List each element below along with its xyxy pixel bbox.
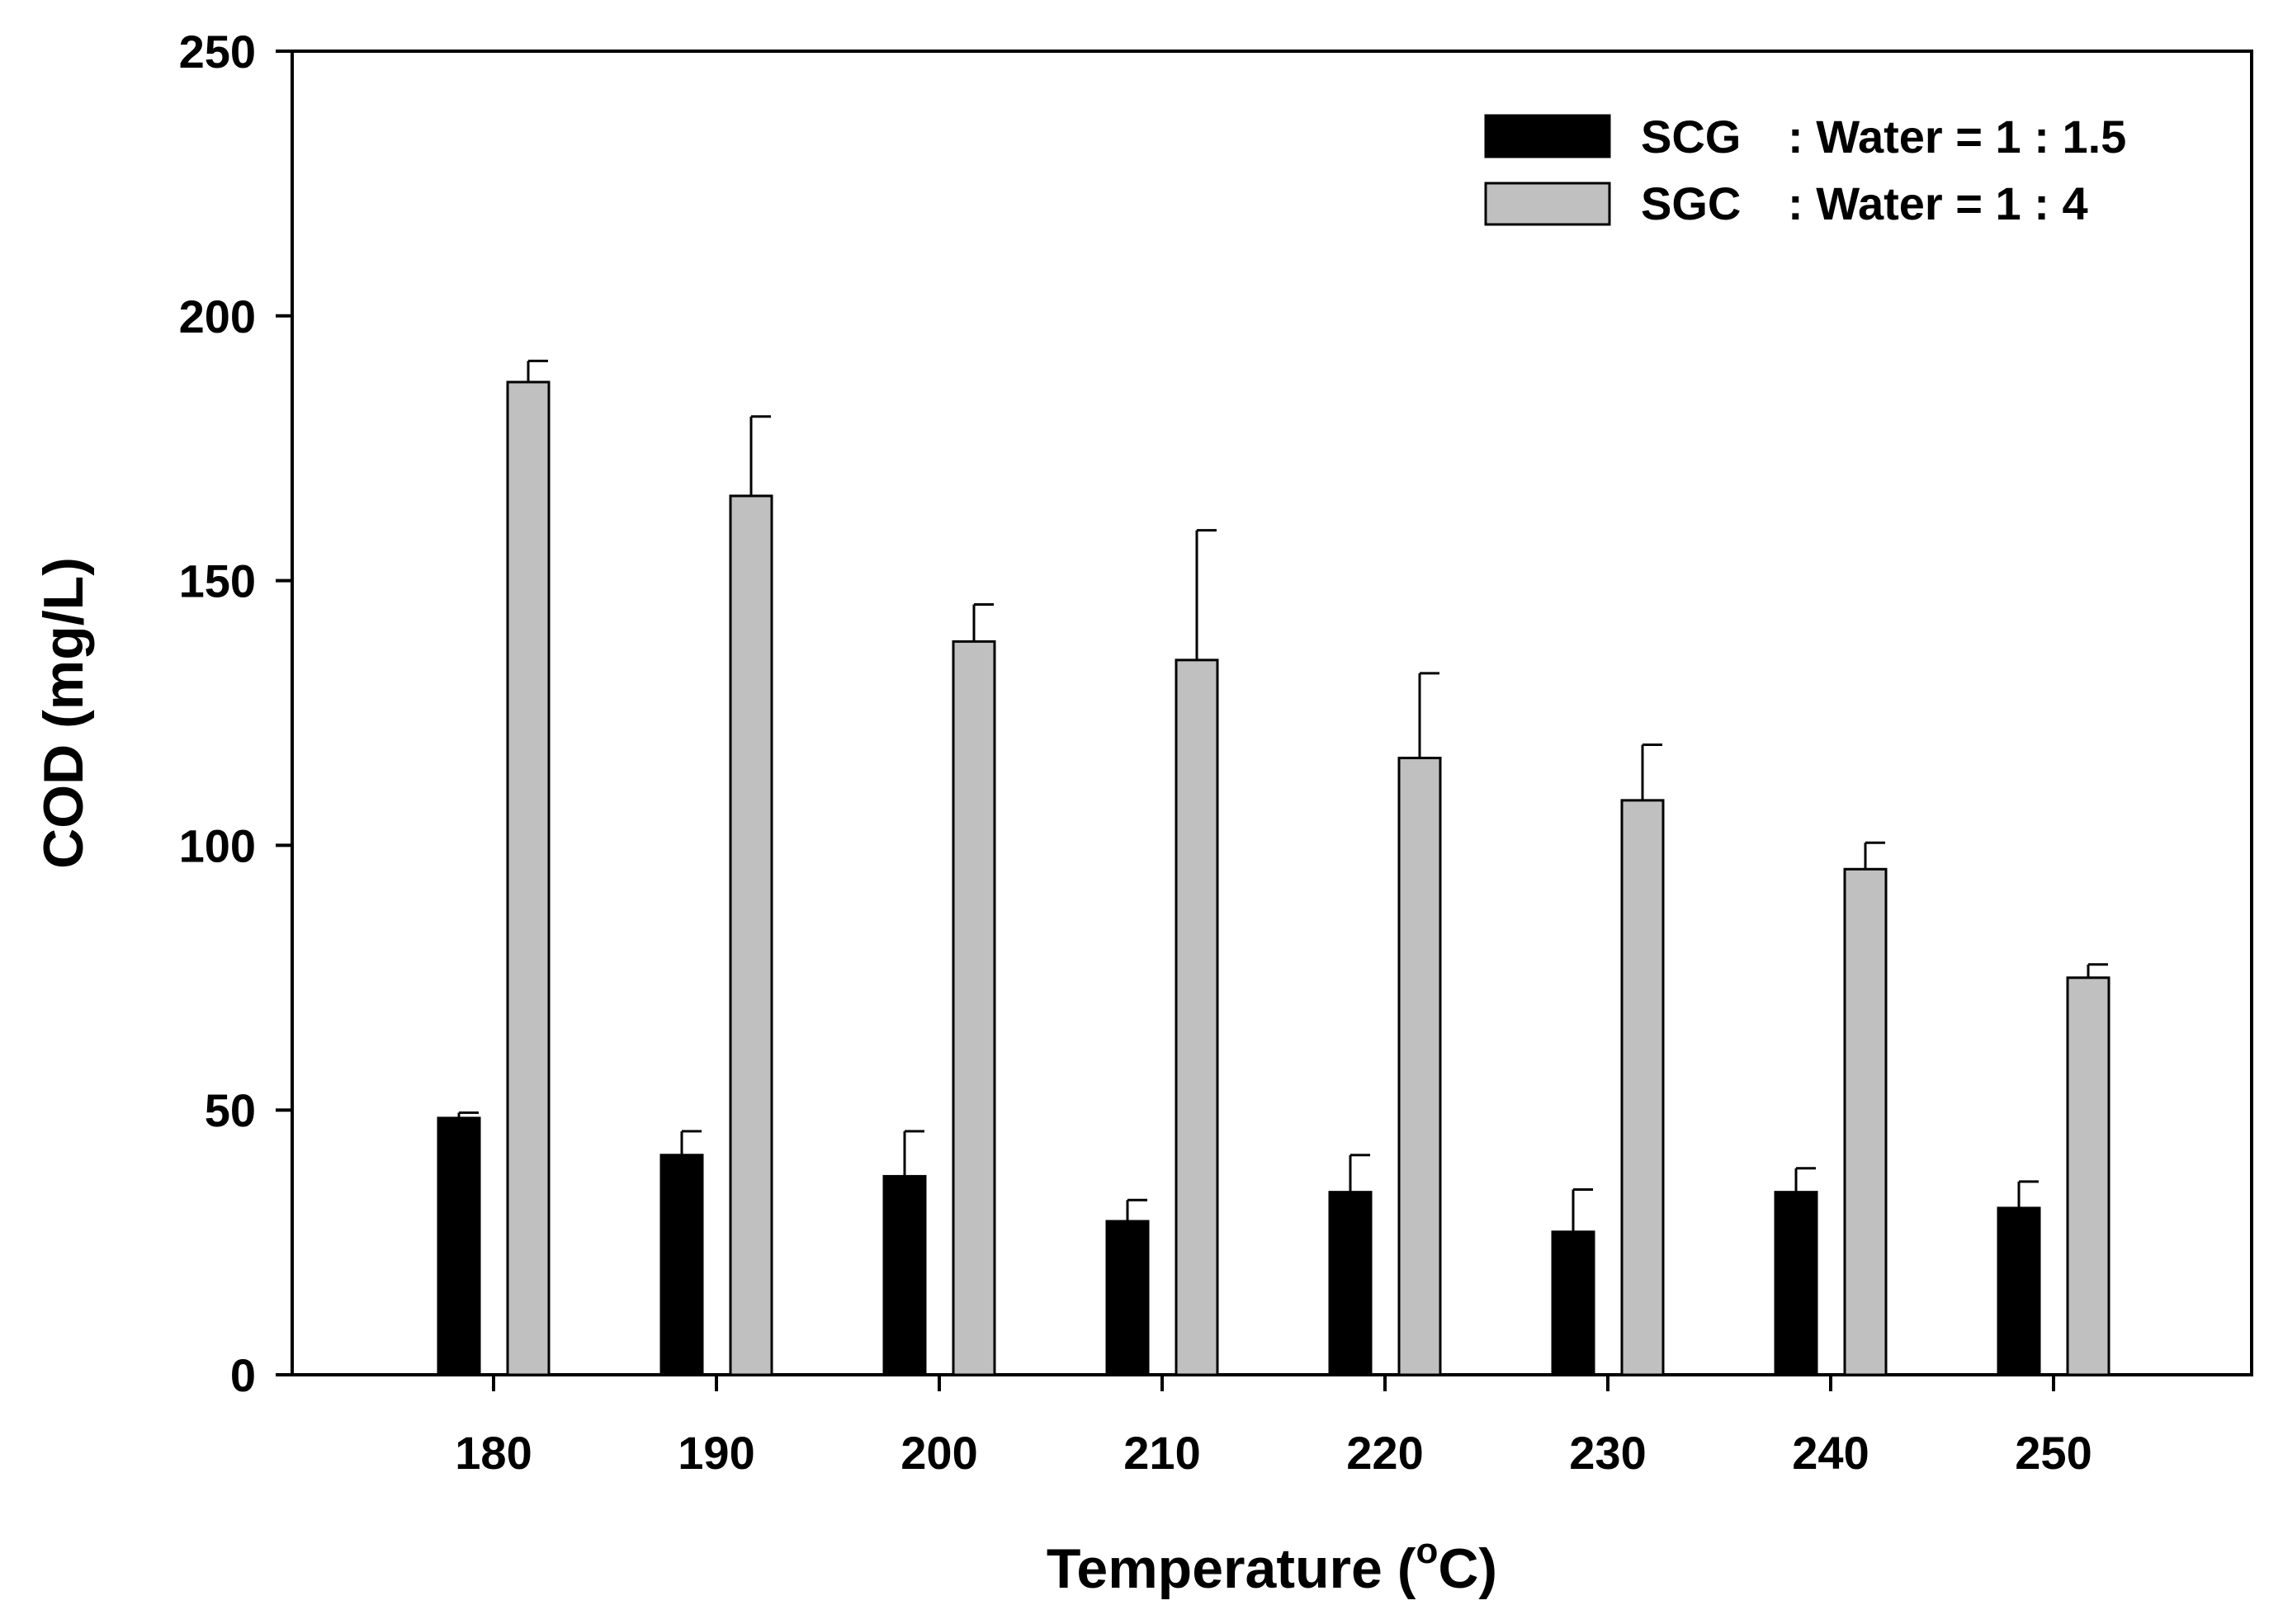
bar-sgc-200 bbox=[952, 640, 996, 1376]
y-tick-label: 150 bbox=[179, 555, 256, 607]
legend-name-scg: SCG bbox=[1641, 111, 1741, 163]
degree-superscript: o bbox=[1416, 1531, 1438, 1571]
bar-scg-220 bbox=[1328, 1191, 1373, 1376]
error-bars-group bbox=[457, 359, 2108, 1232]
bar-sgc-190 bbox=[729, 494, 773, 1376]
y-tick-label: 200 bbox=[179, 290, 256, 342]
y-axis: 0 50 100 150 200 250 bbox=[179, 26, 292, 1401]
bar-sgc-250 bbox=[2066, 976, 2110, 1376]
x-axis-title: Temperature (oC) bbox=[1047, 1531, 1497, 1600]
x-tick-label: 250 bbox=[2015, 1427, 2092, 1479]
bar-scg-210 bbox=[1105, 1220, 1150, 1376]
x-tick-label: 210 bbox=[1123, 1427, 1200, 1479]
legend-label-sgc: SGC : Water = 1 : 4 bbox=[1641, 177, 2088, 229]
bar-scg-200 bbox=[882, 1174, 927, 1376]
legend-label-scg: SCG : Water = 1 : 1.5 bbox=[1641, 111, 2126, 163]
y-axis-title: COD (mg/L) bbox=[32, 557, 95, 869]
y-tick-label: 0 bbox=[230, 1349, 256, 1401]
x-axis-title-unit-suffix: C) bbox=[1438, 1537, 1497, 1600]
legend-swatch-scg bbox=[1484, 114, 1611, 158]
x-tick-label: 200 bbox=[900, 1427, 977, 1479]
x-tick-label: 220 bbox=[1346, 1427, 1423, 1479]
bar-scg-230 bbox=[1551, 1230, 1595, 1376]
x-axis-title-unit-prefix: ( bbox=[1397, 1537, 1416, 1600]
legend: SCG : Water = 1 : 1.5 SGC : Water = 1 : 4 bbox=[1484, 111, 2126, 229]
bar-sgc-230 bbox=[1620, 799, 1665, 1376]
x-tick-label: 240 bbox=[1792, 1427, 1869, 1479]
x-axis: 180 190 200 210 220 230 240 250 bbox=[455, 1375, 2092, 1479]
bar-scg-190 bbox=[659, 1154, 704, 1376]
bar-scg-240 bbox=[1774, 1191, 1818, 1376]
bar-sgc-240 bbox=[1843, 867, 1888, 1376]
y-tick-label: 100 bbox=[179, 819, 256, 871]
bar-scg-250 bbox=[1997, 1206, 2041, 1376]
x-tick-label: 180 bbox=[455, 1427, 532, 1479]
x-axis-title-main: Temperature bbox=[1047, 1537, 1383, 1600]
legend-ratio-sgc: : Water = 1 : 4 bbox=[1788, 177, 2088, 229]
bars-group bbox=[437, 380, 2110, 1376]
legend-swatch-sgc bbox=[1484, 182, 1611, 226]
y-tick-label: 250 bbox=[179, 26, 256, 78]
x-tick-label: 230 bbox=[1569, 1427, 1646, 1479]
plot-frame bbox=[291, 50, 2253, 1376]
bar-sgc-220 bbox=[1397, 757, 1442, 1376]
bar-sgc-180 bbox=[506, 380, 551, 1376]
y-tick-label: 50 bbox=[205, 1084, 256, 1136]
legend-name-sgc: SGC bbox=[1641, 177, 1741, 229]
x-tick-label: 190 bbox=[678, 1427, 754, 1479]
legend-ratio-scg: : Water = 1 : 1.5 bbox=[1788, 111, 2126, 163]
bar-sgc-210 bbox=[1175, 659, 1219, 1376]
bar-scg-180 bbox=[437, 1116, 481, 1376]
